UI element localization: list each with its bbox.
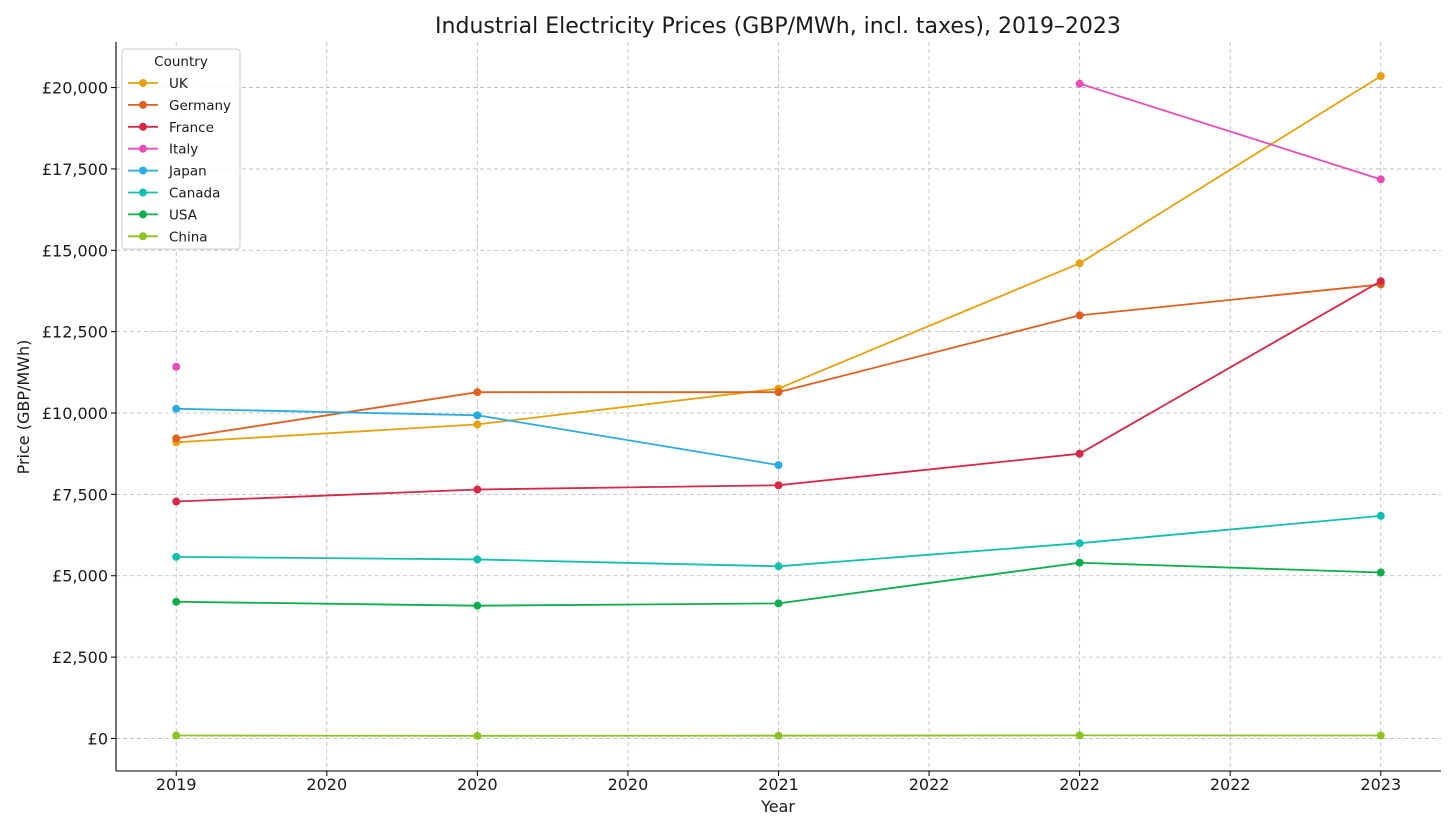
- series-line: [1079, 82, 1382, 181]
- data-point: [1075, 558, 1084, 567]
- data-point: [473, 420, 482, 429]
- legend: Country UK Germany France Italy Japan Canada U…: [121, 48, 241, 250]
- y-tick-label: £20,000: [42, 79, 108, 98]
- legend-swatch-marker: [139, 166, 147, 175]
- y-tick-label: £12,500: [42, 323, 108, 342]
- series-china: [172, 731, 1385, 740]
- legend-swatch-marker: [139, 188, 147, 197]
- x-tick-label: 2023: [1360, 775, 1401, 794]
- series-france: [172, 277, 1385, 506]
- legend-item-uk: UK: [128, 76, 189, 92]
- y-tick-label: £2,500: [52, 648, 108, 667]
- data-point: [1376, 277, 1385, 286]
- data-point: [172, 497, 181, 506]
- grid: [116, 42, 1441, 771]
- legend-item-japan: Japan: [128, 164, 207, 180]
- series-italy: [172, 79, 1385, 371]
- legend-swatch-marker: [139, 122, 147, 131]
- x-tick-label: 2019: [156, 775, 197, 794]
- data-point: [774, 731, 783, 740]
- y-tick-label: £17,500: [42, 160, 108, 179]
- data-point: [1376, 72, 1385, 81]
- data-point: [473, 411, 482, 420]
- legend-box: [121, 48, 241, 250]
- legend-swatch-marker: [139, 79, 147, 87]
- y-tick-label: £7,500: [52, 485, 108, 504]
- y-tick-label: £5,000: [52, 567, 108, 586]
- data-point: [473, 388, 482, 397]
- x-tick-label: 2022: [1059, 775, 1100, 794]
- data-point: [1075, 311, 1084, 320]
- series-japan: [172, 404, 783, 470]
- legend-label: USA: [169, 207, 198, 223]
- data-point: [172, 404, 181, 413]
- x-tick-label: 2021: [758, 775, 799, 794]
- legend-swatch-marker: [139, 232, 147, 241]
- data-point: [473, 485, 482, 494]
- data-point: [172, 362, 181, 371]
- x-tick-label: 2022: [909, 775, 950, 794]
- y-tick-label: £15,000: [42, 241, 108, 260]
- y-axis-title: Price (GBP/MWh): [14, 340, 33, 475]
- legend-label: UK: [169, 76, 189, 92]
- data-point: [172, 552, 181, 561]
- data-point: [1376, 175, 1385, 184]
- data-point: [1376, 511, 1385, 520]
- x-tick-label: 2020: [457, 775, 498, 794]
- data-point: [1075, 449, 1084, 458]
- legend-label: France: [169, 120, 214, 136]
- x-tick-label: 2022: [1210, 775, 1251, 794]
- data-point: [172, 597, 181, 606]
- data-point: [774, 562, 783, 571]
- data-point: [1075, 731, 1084, 740]
- y-tick-label: £10,000: [42, 404, 108, 423]
- data-point: [774, 461, 783, 470]
- legend-label: Germany: [169, 98, 231, 114]
- legend-item-france: France: [128, 120, 214, 136]
- data-point: [774, 388, 783, 397]
- chart-title: Industrial Electricity Prices (GBP/MWh, …: [435, 14, 1121, 39]
- data-point: [1075, 539, 1084, 548]
- y-tick-label: £0: [88, 729, 108, 748]
- legend-item-china: China: [128, 229, 208, 245]
- legend-label: Japan: [168, 164, 207, 180]
- legend-swatch-marker: [139, 210, 147, 219]
- series-canada: [172, 511, 1385, 571]
- data-point: [1075, 79, 1084, 88]
- x-axis-title: Year: [760, 797, 795, 816]
- x-tick-label: 2020: [306, 775, 347, 794]
- legend-item-italy: Italy: [128, 142, 198, 158]
- legend-label: China: [169, 229, 208, 245]
- series-layer: [172, 72, 1385, 740]
- legend-item-canada: Canada: [128, 186, 220, 202]
- data-point: [1376, 568, 1385, 577]
- data-point: [774, 599, 783, 608]
- series-usa: [172, 558, 1385, 610]
- data-point: [172, 434, 181, 443]
- legend-item-usa: USA: [128, 207, 198, 223]
- data-point: [1376, 731, 1385, 740]
- data-point: [1075, 259, 1084, 268]
- legend-label: Canada: [169, 186, 220, 202]
- data-point: [473, 731, 482, 740]
- legend-swatch-marker: [139, 100, 147, 109]
- data-point: [473, 555, 482, 564]
- x-tick-label: 2020: [608, 775, 649, 794]
- legend-item-germany: Germany: [128, 98, 231, 114]
- data-point: [172, 731, 181, 740]
- ticks: £0 £2,500 £5,000 £7,500 £10,000 £12,500 £15,00…: [42, 79, 1401, 794]
- legend-label: Italy: [169, 142, 198, 158]
- legend-title: Country: [154, 54, 208, 70]
- data-point: [774, 481, 783, 490]
- legend-swatch-marker: [139, 144, 147, 153]
- data-point: [473, 601, 482, 610]
